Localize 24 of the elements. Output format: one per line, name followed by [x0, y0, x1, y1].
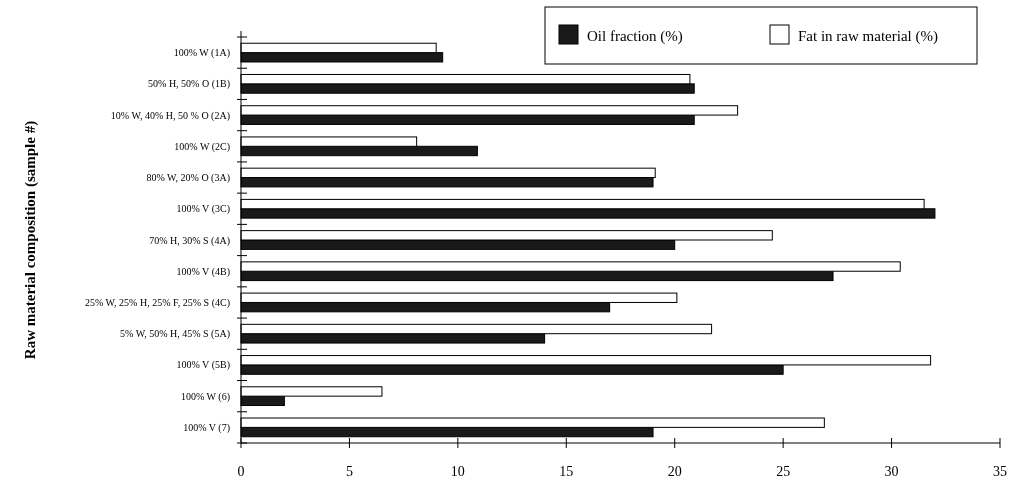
x-tick-label: 25 [776, 464, 791, 479]
legend-label: Oil fraction (%) [587, 28, 683, 45]
x-tick-label: 0 [237, 464, 245, 479]
y-tick-label: 100% W (6) [180, 390, 230, 403]
y-tick-label: 100% V (4B) [176, 265, 230, 278]
y-axis-title: Raw material composition (sample #) [22, 120, 39, 360]
x-tick-label: 30 [884, 464, 899, 479]
legend-label: Fat in raw material (%) [798, 28, 938, 45]
y-tick-label: 100% V (7) [183, 421, 230, 434]
y-tick-label: 100% W (1A) [173, 47, 230, 60]
x-tick-label: 15 [559, 464, 574, 479]
y-tick-label: 5% W, 50% H, 45% S (5A) [120, 328, 230, 341]
y-tick-label: 10% W, 40% H, 50 % O (2A) [110, 109, 230, 122]
x-tick-label: 35 [993, 464, 1007, 479]
y-tick-label: 100% V (3C) [176, 203, 230, 216]
y-tick-label: 100% V (5B) [176, 359, 230, 372]
x-tick-label: 10 [450, 464, 465, 479]
x-tick-label: 5 [345, 464, 353, 479]
y-tick-label: 25% W, 25% H, 25% F, 25% S (4C) [84, 296, 230, 309]
y-tick-label: 80% W, 20% O (3A) [146, 172, 230, 185]
x-tick-label: 20 [667, 464, 682, 479]
y-tick-label: 100% W (2C) [174, 140, 230, 153]
y-tick-label: 70% H, 30% S (4A) [149, 234, 230, 247]
y-tick-label: 50% H, 50% O (1B) [148, 78, 230, 91]
